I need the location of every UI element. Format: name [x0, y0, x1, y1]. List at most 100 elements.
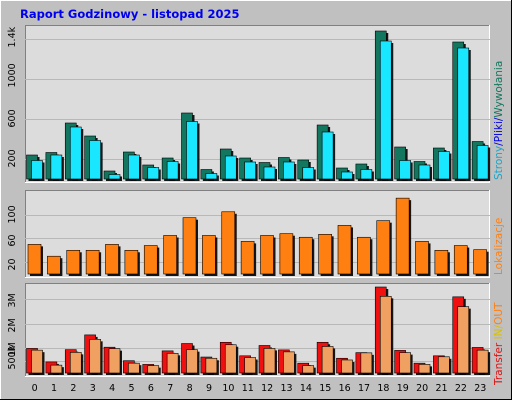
x-tick-label: 1 [51, 383, 57, 394]
bar-middle-11 [240, 241, 255, 275]
bar-bottom-s2-18 [379, 296, 392, 374]
y-tick-label: 1.4k [7, 26, 18, 47]
bar-top-s2-9 [205, 173, 218, 180]
bar-middle-23 [473, 249, 487, 275]
bar-middle-13 [279, 233, 294, 275]
x-tick-label: 9 [206, 383, 212, 394]
bar-bottom-s2-11 [244, 357, 256, 374]
bar-middle-9 [202, 235, 216, 275]
x-tick-label: 10 [222, 383, 234, 394]
bar-bottom-s2-23 [476, 349, 489, 374]
bar-bottom-s2-8 [186, 349, 198, 374]
bar-bottom-s2-9 [205, 357, 218, 374]
bar-bottom-s2-22 [457, 306, 470, 374]
x-tick-label: 22 [455, 383, 467, 394]
x-tick-label: 18 [377, 383, 389, 394]
bar-bottom-s2-5 [128, 362, 140, 374]
legend-middle: Lokalizacje [493, 218, 505, 275]
y-tick-label: 1000 [7, 63, 18, 87]
x-tick-label: 23 [474, 383, 486, 394]
bar-top-s2-20 [418, 164, 431, 180]
bar-top-s2-6 [147, 167, 160, 180]
x-tick-label: 0 [32, 383, 38, 394]
x-tick-label: 2 [70, 383, 76, 394]
bar-top-s2-12 [263, 166, 276, 180]
y-tick-label: 500k [7, 345, 18, 369]
bar-middle-21 [434, 249, 449, 275]
bar-middle-6 [143, 245, 158, 275]
bar-middle-17 [357, 236, 371, 275]
bar-top-s2-18 [379, 40, 392, 180]
bar-middle-8 [182, 217, 197, 275]
bar-bottom-s2-12 [263, 348, 276, 374]
bar-bottom-s2-15 [321, 346, 334, 374]
bar-middle-19 [395, 197, 410, 275]
y-tick-label: 20 [7, 258, 18, 270]
legend-pages: Strony [493, 146, 505, 180]
y-tick-label: 1M [7, 342, 18, 356]
x-tick-label: 11 [242, 383, 254, 394]
bar-bottom-s2-14 [302, 365, 315, 374]
bar-top-s2-5 [128, 154, 140, 180]
x-tick-label: 13 [281, 383, 293, 394]
x-tick-label: 6 [148, 383, 154, 394]
x-tick-label: 3 [90, 383, 96, 394]
x-tick-label: 16 [339, 383, 351, 394]
bar-middle-16 [337, 225, 352, 275]
bar-top-s2-19 [399, 160, 411, 180]
y-tick-label: 60 [7, 234, 18, 246]
bar-top-s2-15 [321, 131, 334, 180]
bar-top-s2-2 [69, 126, 82, 180]
x-tick-label: 21 [436, 383, 448, 394]
legend-hits: Wywołania [493, 61, 505, 118]
bar-middle-7 [163, 235, 177, 275]
bar-middle-4 [105, 244, 119, 275]
bar-middle-22 [453, 245, 468, 275]
bar-bottom-s2-17 [360, 352, 373, 374]
bar-middle-5 [124, 249, 139, 275]
bar-top-s2-4 [108, 174, 121, 180]
bar-top-s2-10 [224, 155, 237, 180]
bar-top-s2-21 [438, 151, 450, 180]
x-tick-label: 20 [416, 383, 428, 394]
bar-top-s2-3 [89, 140, 101, 180]
bar-middle-15 [318, 233, 332, 275]
legend-files: Pliki [493, 121, 505, 142]
y-tick-label: 600 [7, 109, 18, 127]
bar-top-s2-22 [457, 47, 470, 180]
bar-bottom-s2-19 [399, 352, 411, 374]
x-tick-label: 5 [129, 383, 135, 394]
panel-area [25, 190, 490, 278]
x-tick-label: 8 [187, 383, 193, 394]
bar-top-s2-0 [31, 160, 43, 180]
bar-top-s2-7 [166, 161, 179, 180]
legend-out: OUT [493, 302, 505, 325]
chart-title: Raport Godzinowy - listopad 2025 [20, 7, 239, 21]
bar-top-s2-17 [360, 169, 373, 180]
y-tick-label: 200 [7, 149, 18, 167]
x-tick-label: 17 [358, 383, 370, 394]
bar-middle-2 [66, 249, 81, 275]
bar-middle-20 [415, 241, 429, 275]
x-tick-label: 14 [300, 383, 312, 394]
y-tick-label: 100 [7, 205, 18, 223]
bar-bottom-s2-4 [108, 348, 121, 374]
bar-bottom-s2-6 [147, 365, 160, 374]
bar-top-s2-1 [50, 154, 63, 180]
bar-top-s2-11 [244, 161, 256, 180]
bar-top-s2-8 [186, 121, 198, 180]
bar-bottom-s2-1 [50, 364, 63, 374]
bar-middle-1 [47, 255, 61, 275]
y-tick-label: 2M [7, 318, 18, 332]
legend-visits: Lokalizacje [493, 218, 505, 275]
x-tick-label: 12 [261, 383, 273, 394]
bar-top-s2-23 [476, 145, 489, 180]
bar-middle-14 [298, 236, 313, 275]
bar-top-s2-16 [341, 171, 353, 180]
bar-bottom-s2-21 [438, 356, 450, 374]
bar-middle-0 [27, 244, 42, 275]
bar-bottom-s2-16 [341, 359, 353, 374]
legend-sep: / [493, 117, 505, 121]
